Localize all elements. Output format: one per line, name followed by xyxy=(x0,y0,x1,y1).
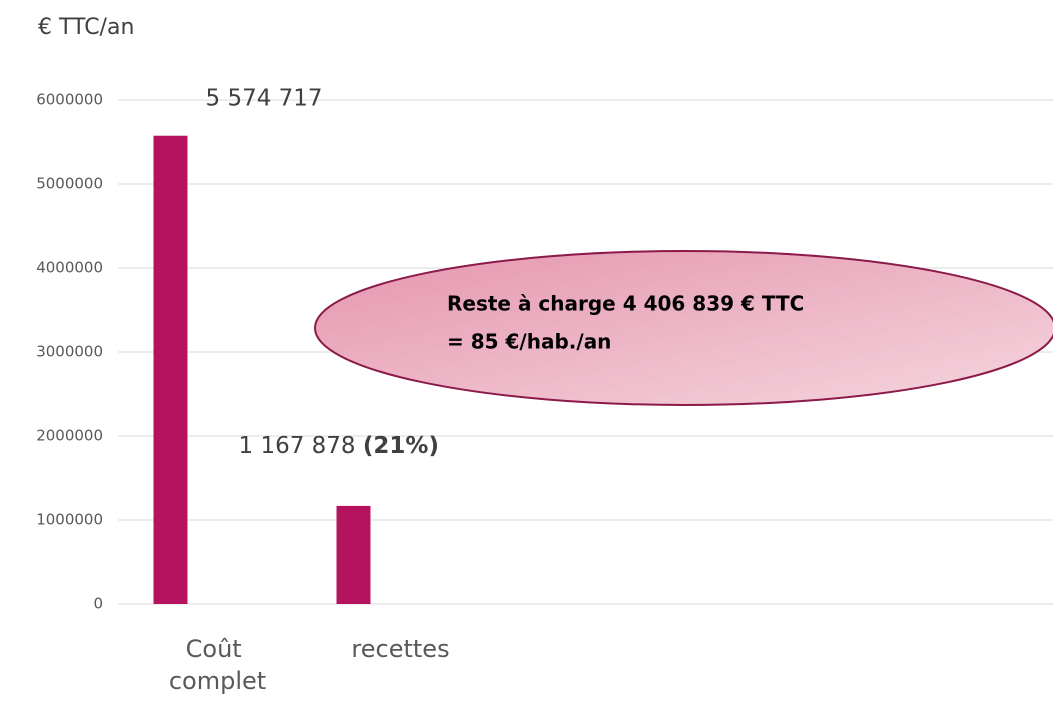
value-label: 1 167 878 (21%) xyxy=(239,432,439,458)
value-label-number: 1 167 878 xyxy=(239,432,356,458)
annotation-text: Reste à charge 4 406 839 € TTC xyxy=(447,292,804,316)
annotation-ellipse xyxy=(314,250,1053,406)
x-tick-label: Coût complet xyxy=(169,635,266,695)
bar xyxy=(153,135,188,605)
y-tick-label: 3000000 xyxy=(36,343,103,361)
y-tick-label: 5000000 xyxy=(36,175,103,193)
y-tick-label: 4000000 xyxy=(36,259,103,277)
y-tick-label: 2000000 xyxy=(36,427,103,445)
y-tick-label: 1000000 xyxy=(36,511,103,529)
y-tick-label: 0 xyxy=(93,595,103,613)
annotation-text: = 85 €/hab./an xyxy=(447,330,611,354)
x-tick-label-line: Coût xyxy=(186,635,250,663)
value-label-number: 5 574 717 xyxy=(206,85,323,111)
y-tick-label: 6000000 xyxy=(36,91,103,109)
bar xyxy=(336,505,371,604)
share-label: (21%) xyxy=(363,432,439,458)
x-tick-label-line: complet xyxy=(169,667,266,695)
y-axis-label: € TTC/an xyxy=(38,15,134,40)
x-tick-label: recettes xyxy=(351,635,449,663)
x-tick-label-line: recettes xyxy=(351,635,449,663)
value-label: 5 574 717 xyxy=(206,85,323,111)
